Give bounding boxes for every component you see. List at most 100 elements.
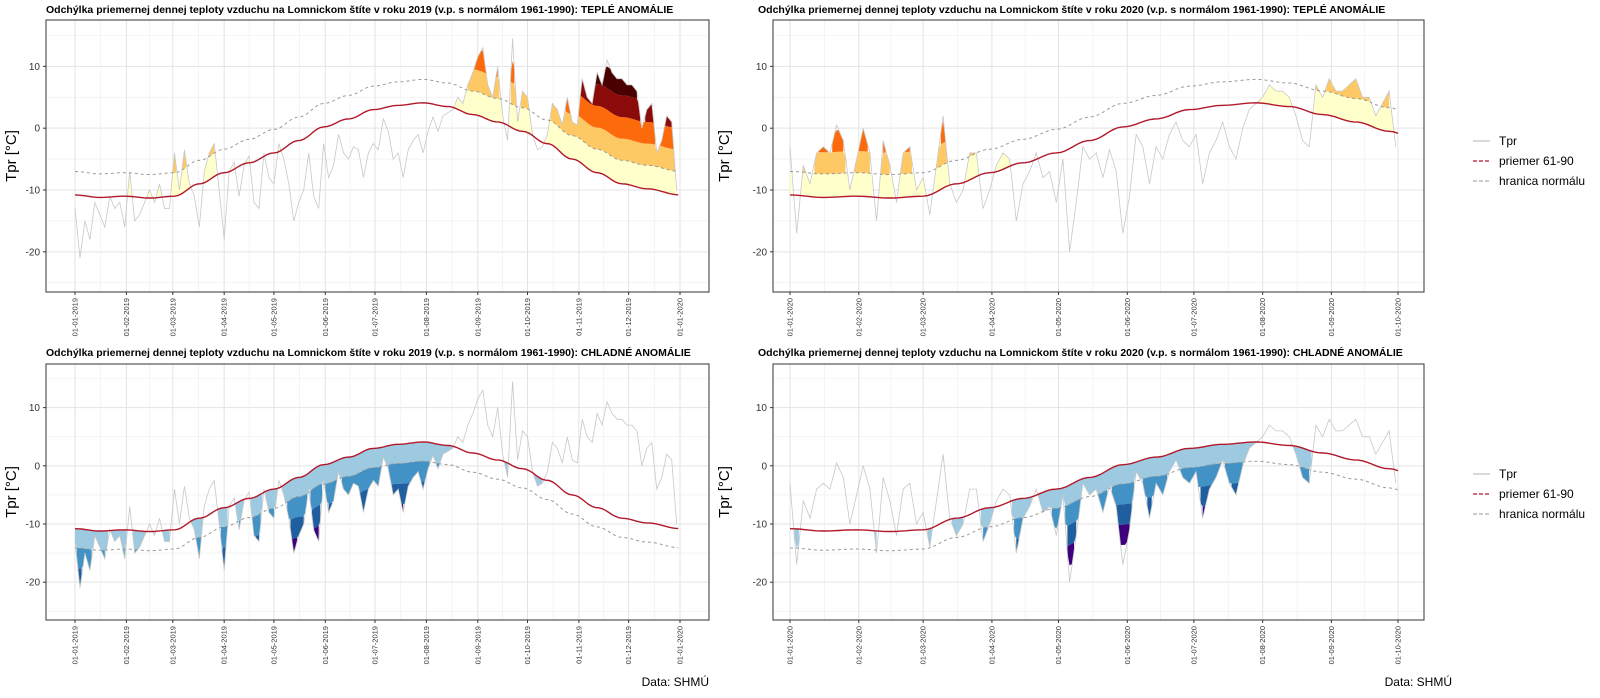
x-tick-label: 01-01-2020: [676, 298, 685, 336]
legend-label-tpr: Tpr: [1499, 134, 1517, 148]
cold-anomaly-band-1: [1142, 474, 1168, 498]
cold-anomaly-band-2: [312, 504, 321, 529]
cold-anomaly-band-0: [534, 473, 543, 487]
warm-anomaly-band-1: [467, 69, 500, 99]
cold-anomaly-band-0: [191, 517, 203, 538]
x-tick-label: 01-12-2019: [624, 298, 633, 336]
y-tick-label: 10: [29, 62, 41, 73]
x-tick-label: 01-03-2020: [919, 298, 928, 336]
cold-anomaly-band-1: [252, 513, 261, 537]
y-axis-label: Tpr [°C]: [3, 466, 20, 518]
y-tick-label: -10: [753, 520, 768, 531]
cold-anomaly-band-0: [1038, 442, 1256, 512]
x-tick-label: 01-06-2019: [321, 626, 330, 664]
x-tick-label: 01-11-2019: [574, 626, 583, 664]
x-tick-label: 01-10-2020: [1394, 298, 1403, 336]
warm-anomaly-band-2: [858, 129, 868, 152]
cold-anomaly-band-1: [287, 493, 308, 520]
cold-anomaly-band-0: [1293, 445, 1312, 470]
x-tick-label: 01-08-2020: [1258, 626, 1267, 664]
warm-anomaly-band-1: [1324, 78, 1370, 102]
cold-anomaly-band-1: [268, 508, 274, 519]
x-tick-label: 01-09-2020: [1327, 298, 1336, 336]
warm-anomaly-band-0: [1313, 90, 1394, 132]
panel-cold-2019: Odchýlka priemernej dennej teploty vzduc…: [3, 346, 710, 664]
x-tick-label: 01-02-2020: [854, 298, 863, 336]
x-tick-label: 01-01-2020: [786, 298, 795, 336]
x-tick-label: 01-07-2019: [371, 626, 380, 664]
y-tick-label: 10: [756, 403, 768, 414]
cold-anomaly-band-0: [265, 488, 278, 510]
x-tick-label: 01-06-2020: [1123, 626, 1132, 664]
threshold-line: [789, 78, 1399, 175]
x-tick-label: 01-12-2019: [624, 626, 633, 664]
cold-anomaly-band-1: [436, 463, 440, 469]
x-tick-label: 01-01-2019: [71, 298, 80, 336]
cold-anomaly-band-0: [282, 442, 453, 503]
cold-anomaly-band-0: [250, 493, 263, 518]
cold-anomaly-band-1: [1111, 482, 1134, 506]
cold-anomaly-band-1: [1300, 466, 1310, 484]
panel-warm-2019: Odchýlka priemernej dennej teploty vzduc…: [3, 3, 710, 336]
warm-anomaly-band-2: [660, 125, 674, 150]
tpr-line: [74, 38, 678, 259]
cold-anomaly-band-0: [162, 530, 170, 542]
tpr-line: [789, 77, 1397, 252]
legend-top: Tpr priemer 61-90 hranica normálu: [1473, 134, 1585, 188]
x-tick-label: 01-05-2019: [269, 626, 278, 664]
y-tick-label: 10: [29, 403, 41, 414]
x-tick-label: 01-08-2019: [422, 626, 431, 664]
y-tick-label: 0: [761, 461, 767, 472]
x-tick-label: 01-01-2020: [676, 626, 685, 664]
cold-anomaly-band-2: [1147, 497, 1152, 518]
cold-anomaly-band-2: [1116, 503, 1132, 526]
warm-anomaly-band-1: [172, 152, 177, 173]
cold-anomaly-band-1: [341, 466, 382, 495]
y-tick-label: 10: [756, 62, 768, 73]
warm-anomaly-band-0: [204, 153, 216, 183]
cold-anomaly-band-0: [111, 529, 127, 549]
x-tick-label: 01-05-2020: [1054, 298, 1063, 336]
warm-anomaly-band-0: [934, 162, 950, 194]
plot-background: [773, 20, 1424, 292]
cold-anomaly-band-0: [75, 528, 109, 551]
y-tick-label: 0: [34, 124, 40, 135]
x-tick-label: 01-06-2020: [1123, 298, 1132, 336]
panel-cold-2020: Odchýlka priemernej dennej teploty vzduc…: [716, 346, 1425, 664]
warm-anomaly-band-0: [801, 172, 873, 198]
x-tick-label: 01-02-2020: [854, 626, 863, 664]
legend-label-tpr: Tpr: [1499, 467, 1517, 481]
warm-anomaly-band-0: [544, 120, 677, 195]
x-tick-label: 01-03-2019: [168, 298, 177, 336]
y-tick-label: 0: [34, 461, 40, 472]
cold-anomaly-band-2: [360, 488, 369, 512]
tpr-line: [74, 381, 678, 589]
cold-anomaly-band-2: [391, 482, 410, 505]
y-tick-label: -10: [26, 186, 41, 197]
normal-line: [789, 441, 1399, 533]
warm-anomaly-band-0: [171, 167, 190, 197]
cold-anomaly-band-1: [1224, 462, 1243, 484]
cold-anomaly-band-1: [310, 484, 322, 510]
x-tick-label: 01-09-2019: [473, 298, 482, 336]
cold-anomaly-band-1: [1065, 498, 1081, 526]
warm-anomaly-band-0: [128, 172, 132, 197]
plot-frame: [772, 19, 1425, 293]
plot-area: [789, 418, 1399, 583]
y-tick-label: -20: [753, 578, 768, 589]
threshold-line: [789, 460, 1399, 552]
x-tick-label: 01-05-2019: [269, 298, 278, 336]
warm-anomaly-band-1: [550, 103, 675, 172]
normal-line: [789, 102, 1399, 199]
caption-left: Data: SHMÚ: [642, 674, 709, 689]
y-axis-label: Tpr [°C]: [716, 466, 733, 518]
x-tick-label: 01-03-2020: [919, 626, 928, 664]
x-tick-label: 01-01-2020: [786, 626, 795, 664]
cold-anomaly-band-0: [980, 507, 995, 528]
warm-anomaly-band-2: [832, 130, 844, 153]
x-tick-label: 01-10-2020: [1394, 626, 1403, 664]
cold-anomaly-band-3: [1118, 523, 1130, 546]
warm-anomaly-band-1: [182, 149, 187, 170]
warm-anomaly-band-1: [1382, 91, 1390, 108]
chart-title: Odchýlka priemernej dennej teploty vzduc…: [758, 3, 1385, 16]
